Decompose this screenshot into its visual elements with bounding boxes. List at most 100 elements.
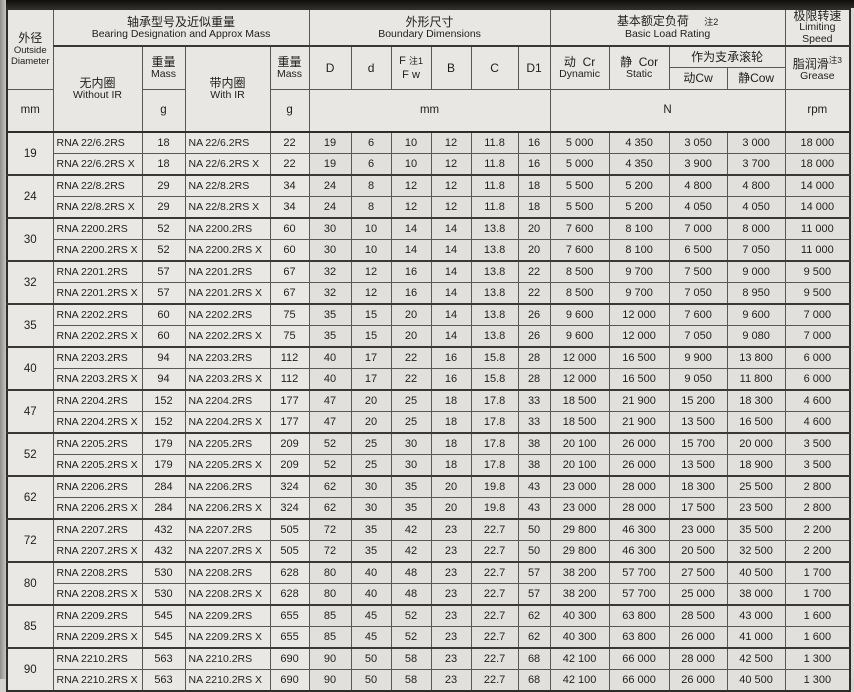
scan-edge-top	[0, 0, 854, 8]
load-cor-cell: 21 900	[608, 389, 670, 412]
load-cr-cell: 18 500	[549, 411, 610, 434]
dim-B-cell: 14	[430, 239, 472, 262]
load-cow-cell: 18 300	[726, 389, 786, 412]
dim-D-cell: 80	[308, 583, 352, 606]
load-cow-cell: 40 500	[726, 561, 786, 584]
dim-C-cell: 17.8	[470, 411, 519, 434]
dim-B-cell: 18	[430, 389, 472, 412]
dim-d-cell: 8	[350, 174, 392, 197]
load-cr-cell: 20 100	[549, 454, 610, 477]
load-cor-cell: 5 200	[608, 174, 670, 197]
load-cow-cell: 38 000	[726, 583, 786, 606]
load-cow-cell: 18 900	[726, 454, 786, 477]
outside-diameter-cell: 80	[6, 561, 54, 606]
outside-diameter-en2: Diameter	[10, 56, 50, 68]
mass-without-cell: 60	[141, 303, 186, 326]
header-row-groups: 外径 Outside Diameter 轴承型号及近似重量 Bearing De…	[6, 8, 851, 90]
load-cor-cell: 28 000	[608, 475, 670, 498]
col-D1-label: D1	[526, 60, 542, 75]
designation-with-cell: NA 2207.2RS X	[184, 540, 271, 563]
speed-cell: 2 200	[784, 540, 851, 563]
designation-without-cell: RNA 2209.2RS X	[52, 626, 143, 649]
load-cr-cell: 29 800	[549, 540, 610, 563]
dim-D-cell: 47	[308, 411, 352, 434]
mass-without-cell: 563	[141, 669, 186, 692]
load-cr-cell: 40 300	[549, 604, 610, 627]
dim-D1-cell: 50	[517, 540, 551, 563]
dim-d-cell: 30	[350, 497, 392, 520]
scan-edge-right	[849, 8, 854, 679]
load-cor-cell: 63 800	[608, 604, 670, 627]
load-cw-cell: 3 900	[668, 153, 728, 176]
mass-with-cell: 655	[269, 604, 310, 627]
load-cow-cell: 8 950	[726, 282, 786, 305]
load-cw-cell: 28 000	[668, 647, 728, 670]
designation-without-cell: RNA 2203.2RS X	[52, 368, 143, 391]
grease-header: 脂润滑注3 Grease	[784, 45, 851, 90]
dim-C-cell: 15.8	[470, 368, 519, 391]
dim-D-cell: 35	[308, 325, 352, 348]
dim-C-cell: 22.7	[470, 540, 519, 563]
dim-d-cell: 35	[350, 540, 392, 563]
load-cow-cell: 16 500	[726, 411, 786, 434]
load-cor-cell: 46 300	[608, 518, 670, 541]
load-cr-cell: 23 000	[549, 497, 610, 520]
col-B-header: B	[430, 45, 472, 90]
designation-without-cell: RNA 2206.2RS X	[52, 497, 143, 520]
col-D-header: D	[308, 45, 352, 90]
load-cr-cell: 23 000	[549, 475, 610, 498]
designation-without-cell: RNA 22/6.2RS X	[52, 153, 143, 176]
load-cr-cell: 5 500	[549, 174, 610, 197]
dim-Fw-cell: 16	[390, 260, 432, 283]
speed-cell: 4 600	[784, 389, 851, 412]
dim-B-cell: 14	[430, 325, 472, 348]
dim-C-cell: 11.8	[470, 153, 519, 176]
dynamic-cr-zh: 动 Cr	[563, 55, 596, 69]
speed-cell: 6 000	[784, 346, 851, 369]
dim-D-cell: 90	[308, 647, 352, 670]
dim-D-cell: 32	[308, 282, 352, 305]
outside-diameter-cell: 62	[6, 475, 54, 520]
designation-without-cell: RNA 2203.2RS	[52, 346, 143, 369]
dim-d-cell: 12	[350, 282, 392, 305]
load-cr-cell: 20 100	[549, 432, 610, 455]
load-cor-cell: 5 200	[608, 196, 670, 219]
dim-d-cell: 6	[350, 153, 392, 176]
table-row: 62 RNA 2206.2RS 284 NA 2206.2RS 324 62 30 35 20 1…	[6, 475, 851, 520]
load-cor-cell: 4 350	[608, 153, 670, 176]
speed-cell: 11 000	[784, 239, 851, 262]
dim-B-cell: 23	[430, 540, 472, 563]
designation-without-cell: RNA 2209.2RS	[52, 604, 143, 627]
dim-d-cell: 35	[350, 518, 392, 541]
mass-without-cell: 94	[141, 368, 186, 391]
dim-C-cell: 11.8	[470, 196, 519, 219]
mass-with-cell: 112	[269, 346, 310, 369]
mass-without-cell: 60	[141, 325, 186, 348]
speed-cell: 1 300	[784, 669, 851, 692]
dim-Fw-cell: 10	[390, 153, 432, 176]
header-row-units: mm g g mm N rpm	[6, 88, 851, 133]
dim-d-cell: 6	[350, 131, 392, 154]
table-row: 35 RNA 2202.2RS 60 NA 2202.2RS 75 35 15 20 14 13.…	[6, 303, 851, 348]
load-cw-cell: 9 900	[668, 346, 728, 369]
outside-diameter-cell: 72	[6, 518, 54, 563]
mass-with-cell: 22	[269, 153, 310, 176]
designation-with-cell: NA 2201.2RS	[184, 260, 271, 283]
dim-D-cell: 30	[308, 217, 352, 240]
table-row: RNA 2208.2RS X 530 NA 2208.2RS X 628 80 40 48 2…	[7, 583, 851, 606]
without-ir-header: 无内圈 Without IR	[52, 45, 143, 133]
load-cow-cell: 4 050	[726, 196, 786, 219]
mass-without-en: Mass	[150, 68, 177, 80]
dim-d-cell: 17	[350, 368, 392, 391]
load-cw-cell: 15 700	[668, 432, 728, 455]
mass-with-cell: 177	[269, 389, 310, 412]
dim-C-cell: 17.8	[470, 389, 519, 412]
outside-diameter-en1: Outside	[13, 45, 47, 57]
static-cow-header: 静Cow	[726, 66, 786, 90]
dim-d-cell: 10	[350, 239, 392, 262]
static-cor-en: Static	[625, 68, 653, 80]
mass-with-cell: 34	[269, 196, 310, 219]
mass-with-cell: 60	[269, 217, 310, 240]
dim-Fw-cell: 58	[390, 669, 432, 692]
load-cow-cell: 3 000	[726, 131, 786, 154]
